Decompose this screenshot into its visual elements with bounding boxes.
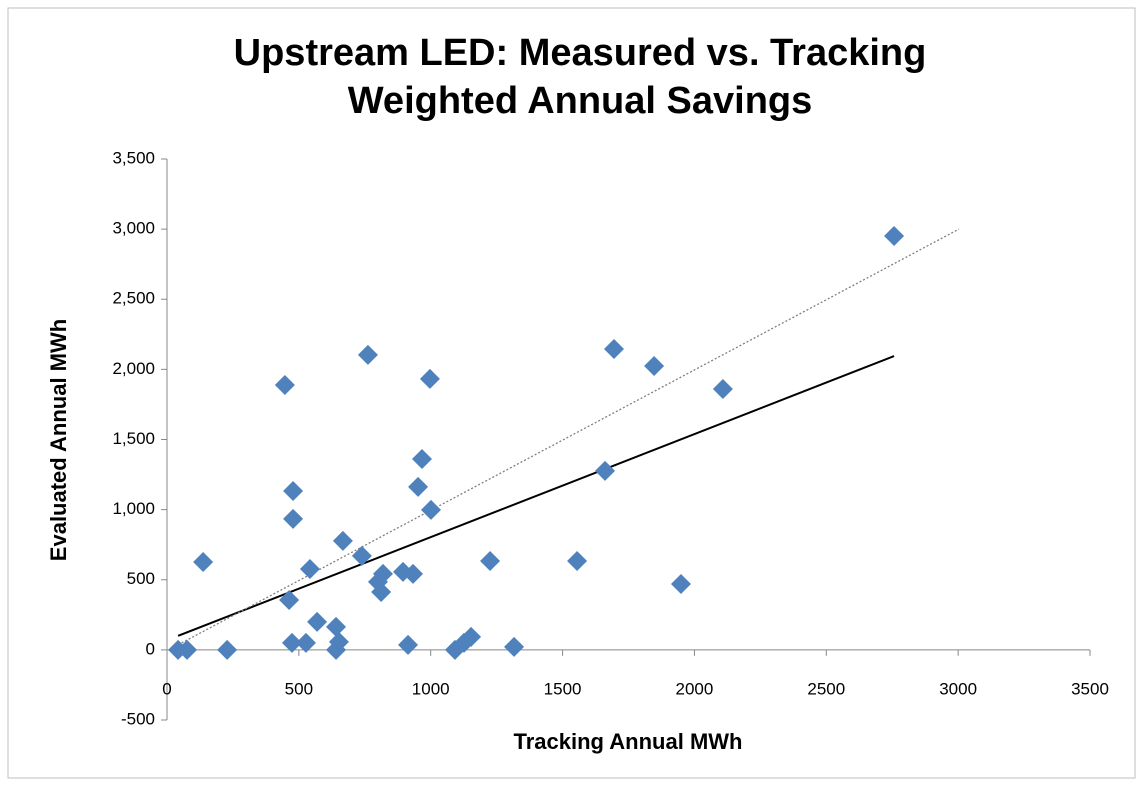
x-tick-label: 2500	[807, 679, 845, 698]
point	[567, 550, 588, 571]
y-tick-label: 3,500	[112, 148, 155, 167]
point	[884, 225, 905, 246]
chart-title: Upstream LED: Measured vs. Tracking	[234, 32, 927, 74]
y-axis-title: Evaluated Annual MWh	[46, 319, 71, 561]
x-tick-label: 2000	[676, 679, 714, 698]
y-tick-label: 1,500	[112, 429, 155, 448]
y-tick-label: -500	[121, 709, 155, 728]
point	[279, 589, 300, 610]
point	[420, 499, 441, 520]
point	[299, 558, 320, 579]
point	[408, 476, 429, 497]
chart-title: Weighted Annual Savings	[348, 80, 813, 122]
y-tick-label: 3,000	[112, 219, 155, 238]
point	[326, 616, 347, 637]
point	[307, 611, 328, 632]
point	[595, 460, 616, 481]
x-tick-label: 0	[162, 679, 171, 698]
point	[412, 448, 433, 469]
point	[274, 374, 295, 395]
chart-border	[7, 7, 1136, 779]
point	[328, 631, 349, 652]
x-tick-label: 3500	[1071, 679, 1109, 698]
point	[371, 581, 392, 602]
point	[712, 379, 733, 400]
point	[283, 508, 304, 529]
y-tick-label: 500	[127, 569, 155, 588]
y-tick-label: 2,000	[112, 359, 155, 378]
point	[372, 563, 393, 584]
point	[193, 551, 214, 572]
point	[603, 339, 624, 360]
point	[295, 632, 316, 653]
x-tick-label: 500	[285, 679, 313, 698]
point	[282, 632, 303, 653]
x-tick-label: 1500	[544, 679, 582, 698]
point	[670, 573, 691, 594]
point	[332, 530, 353, 551]
x-tick-label: 3000	[939, 679, 977, 698]
point	[357, 344, 378, 365]
point	[419, 368, 440, 389]
point	[351, 545, 372, 566]
point	[461, 626, 482, 647]
point	[403, 563, 424, 584]
point	[480, 550, 501, 571]
point	[177, 639, 198, 660]
point	[504, 636, 525, 657]
point	[217, 639, 238, 660]
trendline	[177, 355, 895, 637]
y-tick-label: 0	[146, 639, 155, 658]
x-tick-label: 1000	[412, 679, 450, 698]
x-axis-title: Tracking Annual MWh	[514, 729, 743, 754]
point	[644, 356, 665, 377]
point	[283, 480, 304, 501]
point	[398, 634, 419, 655]
trendline	[177, 228, 960, 646]
y-tick-label: 1,000	[112, 499, 155, 518]
y-tick-label: 2,500	[112, 289, 155, 308]
